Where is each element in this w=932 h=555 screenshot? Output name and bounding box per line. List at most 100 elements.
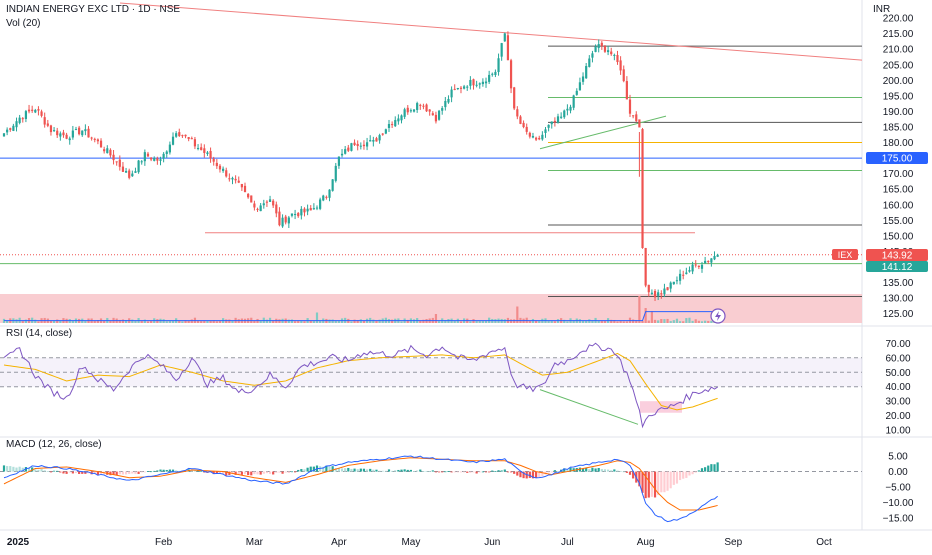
macd-histogram-bar [563,468,566,472]
volume-bar [121,319,125,323]
candle-body [585,66,588,79]
macd-histogram-bar [96,471,99,476]
candle-body [146,153,150,157]
candle-body [375,138,378,142]
macd-histogram-bar [81,471,84,474]
candle-body [259,205,262,212]
candle-body [481,81,484,85]
volume-bar [378,319,381,323]
volume-bar [171,320,175,323]
flash-icon[interactable] [710,308,726,324]
macd-histogram-bar [453,471,456,473]
macd-histogram-bar [43,470,46,472]
candle-body [635,114,638,122]
candle-body [228,178,231,180]
candle-body [281,217,284,227]
macd-signal-line [3,457,718,511]
candle-body [685,272,688,275]
volume-bar [657,320,660,323]
candle-body [81,130,84,136]
macd-histogram-bar [481,471,484,473]
volume-bar [622,321,625,323]
macd-histogram-bar [588,469,591,472]
macd-histogram-bar [344,468,347,472]
candle-body [234,178,237,181]
candle-body [628,99,632,114]
volume-bar [632,319,635,323]
volume-bar [287,319,290,323]
macd-histogram-bar [566,469,569,472]
rsi-tick-label: 60.00 [885,353,910,364]
macd-histogram-bar [528,471,531,478]
candle-body [678,273,682,281]
candle-body [394,119,397,127]
currency-label: INR [873,4,890,15]
candle-body [96,139,99,142]
macd-histogram-bar [685,471,688,478]
candle-body [287,217,290,224]
candle-body [300,208,303,216]
candle-body [613,54,616,56]
macd-histogram-bar [660,471,663,493]
volume-bar [666,318,669,323]
candle-body [222,168,225,171]
volume-bar [400,321,403,323]
macd-histogram-bar [406,469,409,472]
candle-body [340,153,344,156]
candle-body [372,139,375,142]
volume-bar [56,319,59,323]
macd-histogram-bar [447,471,450,472]
rsi-divergence-line [539,389,639,425]
macd-histogram-bar [494,471,497,472]
macd-histogram-bar [381,470,384,472]
macd-histogram-bar [222,471,225,475]
candle-body [444,100,447,108]
volume-bar [203,320,206,323]
candle-body [272,200,275,206]
candle-body [175,133,178,137]
candle-body [553,120,556,122]
macd-histogram-bar [243,471,247,475]
macd-histogram-bar [704,467,707,472]
volume-bar [591,320,594,323]
volume-bar [59,320,62,323]
candle-body [312,208,315,210]
volume-bar [672,320,675,323]
volume-bar [453,320,456,323]
rsi-tick-label: 50.00 [885,368,910,379]
macd-histogram-bar [672,471,675,485]
volume-bar [362,320,366,323]
time-axis-label: 2025 [7,537,30,548]
volume-bar [24,319,28,323]
macd-histogram-bar [2,465,6,472]
volume-bar [190,319,193,323]
volume-bar [597,320,600,323]
candle-body [434,114,438,122]
macd-histogram-bar [256,471,259,475]
macd-histogram-bar [484,471,488,473]
macd-histogram-bar [325,465,328,472]
volume-bar [697,320,700,323]
macd-histogram-bar [622,471,625,473]
macd-histogram-bar [162,469,165,472]
last-price-badge [866,249,928,261]
volume-bar [293,321,297,323]
candle-body [503,33,506,42]
candle-body [406,107,409,113]
candle-body [400,115,403,121]
macd-histogram-bar [234,471,237,475]
volume-bar [328,319,331,323]
macd-histogram-bar [259,471,262,475]
candle-body [641,129,644,249]
macd-histogram-bar [168,469,171,472]
macd-histogram-bar [450,471,453,473]
candle-body [456,88,459,90]
volume-bar [669,321,672,323]
volume-bar [694,319,697,323]
macd-histogram-bar [644,471,647,499]
macd-histogram-bar [143,471,146,473]
candle-body [538,137,541,140]
candle-body [556,116,560,123]
